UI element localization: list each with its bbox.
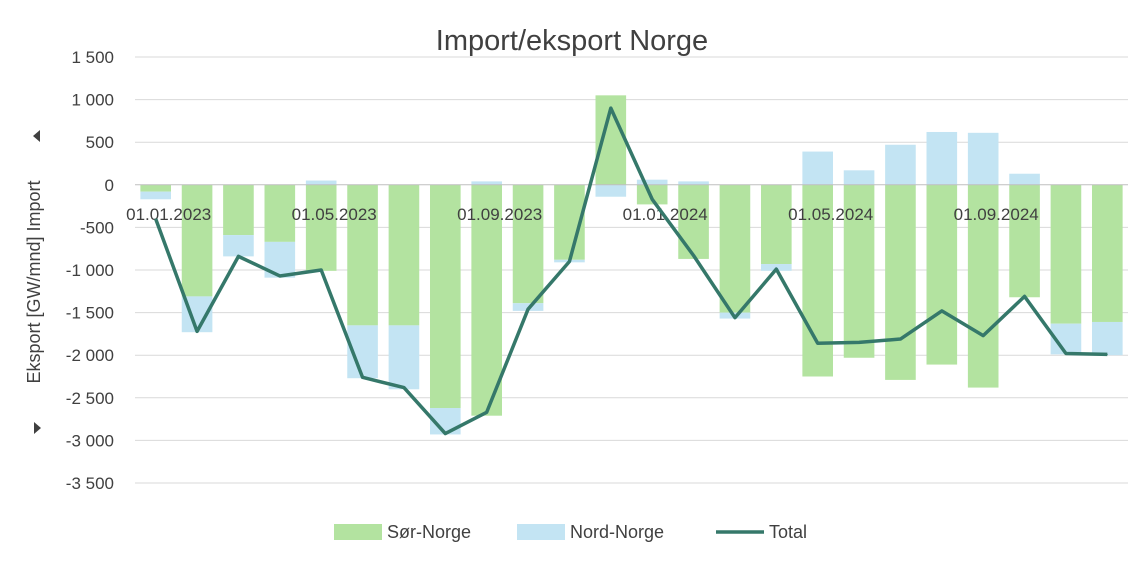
bar-nord-norge: [388, 325, 420, 390]
x-tick-label: 01.05.2023: [292, 205, 377, 224]
bar-nord-norge: [1009, 173, 1040, 185]
bar-nord-norge: [678, 181, 709, 185]
line-total: [154, 106, 1108, 436]
bar-s-r-norge: [967, 184, 999, 388]
point-total: [651, 198, 653, 200]
gridlines: [135, 56, 1128, 484]
bar-s-r-norge: [843, 184, 875, 358]
legend-label-s-r-norge: Sør-Norge: [387, 522, 471, 542]
bars: [140, 95, 1123, 435]
bar-nord-norge: [802, 151, 833, 185]
point-total: [444, 433, 446, 435]
point-total: [1106, 353, 1108, 355]
x-tick-label: 01.01.2023: [126, 205, 211, 224]
point-total: [320, 269, 322, 271]
bar-s-r-norge: [761, 184, 792, 265]
y-tick-label: -2 000: [66, 346, 114, 365]
legend-swatch-nord-norge: [517, 524, 565, 540]
y-tick-label: -2 500: [66, 389, 114, 408]
bar-nord-norge: [967, 132, 999, 185]
y-tick-label: -500: [80, 218, 114, 237]
point-total: [486, 411, 488, 413]
bar-s-r-norge: [264, 184, 296, 242]
bar-nord-norge: [636, 179, 668, 185]
point-total: [817, 342, 819, 344]
y-tick-label: 1 000: [71, 91, 114, 110]
point-total: [237, 255, 239, 257]
y-axis-label: Eksport [GW/mnd] Import: [24, 180, 44, 383]
y-axis-ticks: 1 500 1 000 500 0 -500 -1 000 -1 500 -2 000 -2 5…: [66, 48, 114, 493]
x-axis-ticks: 01.01.2023 01.05.2023 01.09.2023 01.01.2024…: [126, 205, 1039, 224]
point-total: [775, 268, 777, 270]
bar-nord-norge: [595, 184, 627, 197]
bar-s-r-norge: [223, 184, 254, 236]
arrow-up-icon: [33, 130, 40, 142]
bar-nord-norge: [471, 181, 502, 185]
point-total: [403, 387, 405, 389]
point-total: [610, 107, 612, 109]
bar-nord-norge: [223, 235, 254, 257]
point-total: [568, 260, 570, 262]
y-tick-label: -3 500: [66, 474, 114, 493]
point-total: [155, 218, 157, 220]
bar-nord-norge: [1092, 321, 1123, 356]
total-line: [154, 106, 1108, 436]
legend: Sør-Norge Nord-Norge Total: [334, 522, 807, 542]
y-tick-label: -3 000: [66, 431, 114, 450]
bar-s-r-norge: [388, 184, 420, 326]
point-total: [196, 330, 198, 332]
point-total: [362, 376, 364, 378]
point-total: [279, 275, 281, 277]
bar-nord-norge: [885, 144, 916, 185]
point-total: [982, 335, 984, 337]
point-total: [899, 338, 901, 340]
bar-s-r-norge: [926, 184, 958, 365]
bar-nord-norge: [305, 180, 337, 185]
point-total: [693, 255, 695, 257]
bar-s-r-norge: [471, 184, 502, 416]
y-tick-label: -1 500: [66, 304, 114, 323]
y-axis-label-group: Eksport [GW/mnd] Import: [24, 130, 44, 434]
bar-s-r-norge: [885, 184, 916, 380]
x-tick-label: 01.05.2024: [788, 205, 873, 224]
bar-s-r-norge: [347, 184, 378, 326]
x-tick-label: 01.09.2024: [954, 205, 1039, 224]
chart-title: Import/eksport Norge: [436, 25, 708, 57]
bar-s-r-norge: [305, 184, 337, 271]
legend-swatch-s-r-norge: [334, 524, 382, 540]
x-tick-label: 01.09.2023: [457, 205, 542, 224]
point-total: [941, 310, 943, 312]
y-tick-label: 1 500: [71, 48, 114, 67]
point-total: [734, 317, 736, 319]
bar-s-r-norge: [140, 184, 171, 192]
arrow-down-icon: [34, 422, 41, 434]
point-total: [1024, 295, 1026, 297]
bar-nord-norge: [926, 131, 958, 185]
bar-s-r-norge: [512, 184, 544, 304]
bar-s-r-norge: [181, 184, 213, 297]
y-tick-label: -1 000: [66, 261, 114, 280]
y-tick-label: 0: [105, 176, 114, 195]
bar-nord-norge: [843, 170, 875, 185]
legend-label-total: Total: [769, 522, 807, 542]
point-total: [1065, 352, 1067, 354]
bar-s-r-norge: [678, 184, 709, 259]
bar-s-r-norge: [636, 184, 668, 205]
bar-s-r-norge: [430, 184, 461, 409]
bar-s-r-norge: [1050, 184, 1082, 324]
legend-label-nord-norge: Nord-Norge: [570, 522, 664, 542]
point-total: [527, 308, 529, 310]
point-total: [858, 341, 860, 343]
y-tick-label: 500: [86, 133, 114, 152]
bar-s-r-norge: [1092, 184, 1123, 322]
bar-s-r-norge: [719, 184, 751, 313]
bar-s-r-norge: [1009, 184, 1040, 298]
bar-nord-norge: [140, 191, 171, 200]
